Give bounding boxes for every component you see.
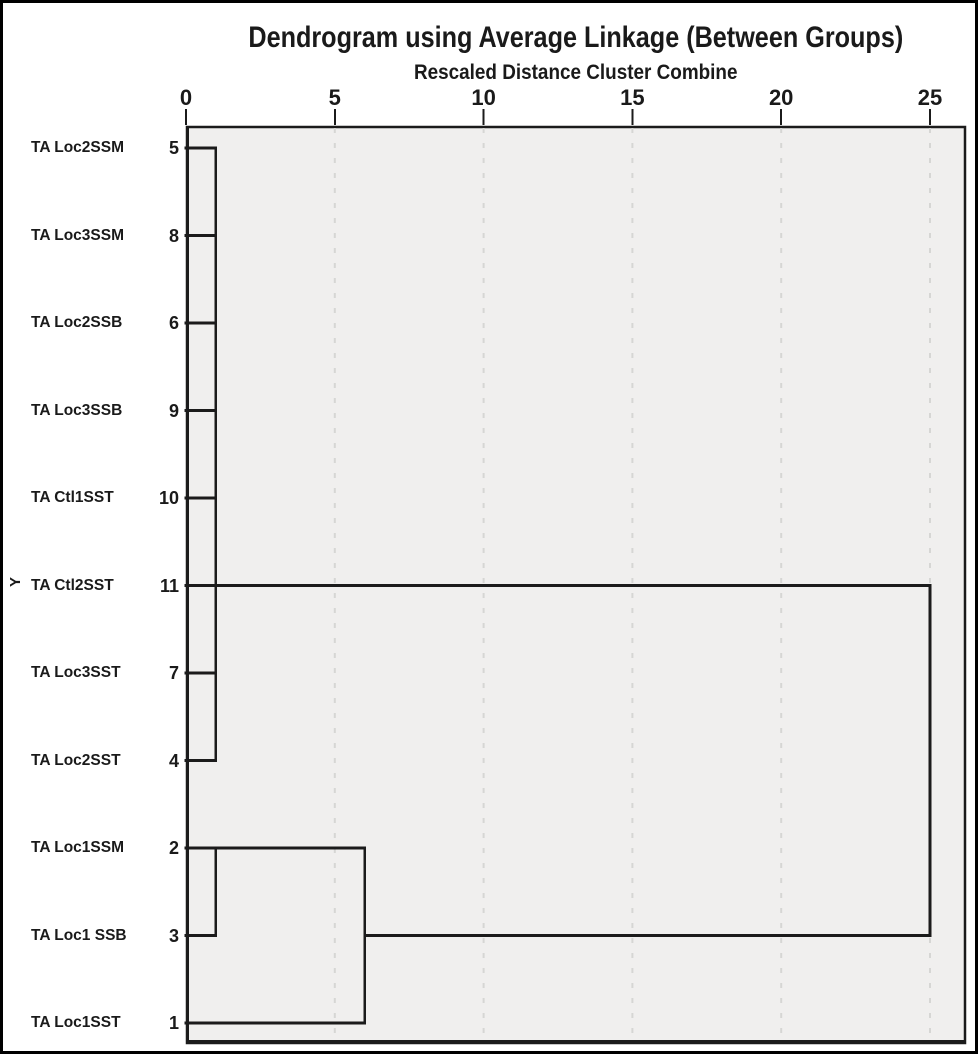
case-number: 10 — [158, 488, 179, 508]
case-label: TA Ctl1SST — [31, 489, 114, 506]
case-number: 11 — [159, 575, 179, 596]
case-label: TA Loc3SSB — [31, 401, 123, 419]
case-label: TA Ctl2SST — [31, 576, 114, 594]
x-axis-tick-label: 15 — [620, 85, 645, 110]
case-number: 5 — [168, 138, 179, 158]
case-label: TA Loc2SSM — [31, 139, 125, 156]
case-number: 4 — [168, 750, 179, 771]
x-axis-tick-label: 0 — [179, 85, 193, 110]
x-axis-tick-label: 20 — [768, 85, 794, 110]
x-axis-tick-label: 5 — [328, 85, 341, 110]
case-label: TA Loc3SST — [31, 664, 121, 681]
case-number: 6 — [168, 313, 179, 333]
x-axis-tick-label: 25 — [917, 85, 943, 110]
case-number: 8 — [168, 225, 179, 246]
case-label: TA Loc3SSM — [31, 226, 125, 244]
case-number: 2 — [168, 838, 179, 858]
y-axis-label: Y — [7, 577, 24, 588]
case-number: 1 — [168, 1013, 179, 1033]
case-label: TA Loc2SST — [31, 751, 121, 769]
x-axis-tick-label: 10 — [471, 85, 496, 110]
chart-title: Dendrogram using Average Linkage (Betwee… — [248, 21, 904, 54]
dendrogram-plot — [184, 109, 967, 1045]
case-label: TA Loc1SST — [31, 1014, 121, 1031]
case-label: TA Loc1SSM — [31, 839, 125, 856]
case-label: TA Loc2SSB — [31, 314, 123, 331]
case-label: TA Loc1 SSB — [31, 926, 127, 944]
case-number: 9 — [168, 400, 179, 421]
case-number: 7 — [168, 663, 179, 683]
chart-subtitle-row: Rescaled Distance Cluster Combine — [186, 61, 966, 85]
chart-title-row: Dendrogram using Average Linkage (Betwee… — [186, 21, 966, 55]
chart-subtitle: Rescaled Distance Cluster Combine — [414, 61, 738, 84]
case-number: 3 — [168, 925, 179, 946]
